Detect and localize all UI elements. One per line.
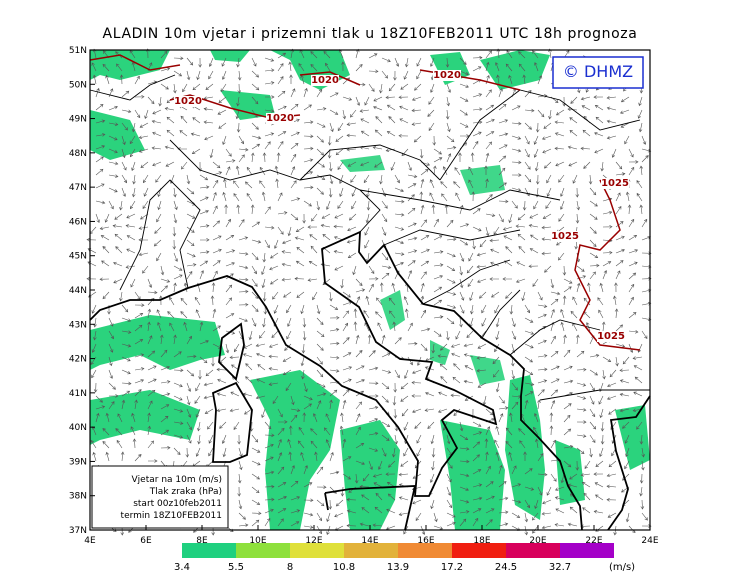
isobar-label-bg xyxy=(266,113,294,124)
lat-label: 37N xyxy=(69,526,87,536)
colorbar-swatch xyxy=(236,543,290,558)
isobar-label-bg xyxy=(597,331,625,342)
colorbar-swatch xyxy=(560,543,614,558)
lat-label: 51N xyxy=(69,46,87,56)
isobar-label-bg xyxy=(174,96,202,107)
lon-label: 14E xyxy=(361,536,378,546)
map-area: 1020 1020 1020 1020 1025 1025 1025 © DHMZ Vjet… xyxy=(86,48,652,536)
lat-label: 39N xyxy=(69,457,87,467)
lat-label: 50N xyxy=(69,80,87,90)
lon-label: 12E xyxy=(305,536,322,546)
coastline xyxy=(89,230,651,531)
colorbar-label: 5.5 xyxy=(228,562,244,573)
wind-area xyxy=(90,315,650,530)
isobar-label-bg xyxy=(433,70,461,81)
colorbar-label: 17.2 xyxy=(441,562,463,573)
lat-label: 46N xyxy=(69,217,87,227)
colorbar: 3.4 5.5 8 10.8 13.9 17.2 24.5 32.7 (m/s) xyxy=(174,543,635,573)
colorbar-label: 3.4 xyxy=(174,562,190,573)
info-lines: Vjetar na 10m (m/s) Tlak zraka (hPa) start… xyxy=(121,475,222,521)
wind-area xyxy=(340,155,505,385)
colorbar-swatch xyxy=(452,543,506,558)
lat-label: 48N xyxy=(69,149,87,159)
isobar xyxy=(89,54,641,351)
colorbar-swatch xyxy=(398,543,452,558)
isobar-label: 1025 xyxy=(551,231,579,242)
islands xyxy=(211,322,417,531)
lat-label: 47N xyxy=(69,183,87,193)
colorbar-swatch xyxy=(344,543,398,558)
isobar-label-bg xyxy=(551,231,579,242)
lat-label: 49N xyxy=(69,115,87,125)
colorbar-label: 8 xyxy=(287,562,293,573)
info-line: Vjetar na 10m (m/s) xyxy=(132,475,222,485)
info-box xyxy=(91,465,229,529)
copyright: © DHMZ xyxy=(563,62,633,81)
wind-area xyxy=(90,50,550,160)
colorbar-label: 10.8 xyxy=(333,562,355,573)
lat-label: 43N xyxy=(69,320,87,330)
lat-label: 38N xyxy=(69,492,87,502)
isobar-label: 1020 xyxy=(311,75,339,86)
colorbar-swatch xyxy=(506,543,560,558)
isobar-label: 1020 xyxy=(433,70,461,81)
colorbar-swatch xyxy=(290,543,344,558)
lat-label: 42N xyxy=(69,355,87,365)
wind-arrow-field xyxy=(86,48,652,536)
colorbar-label: 13.9 xyxy=(387,562,409,573)
isobar-label: 1025 xyxy=(597,331,625,342)
colorbar-unit: (m/s) xyxy=(609,562,635,573)
lat-label: 44N xyxy=(69,286,87,296)
colorbar-label: 24.5 xyxy=(495,562,517,573)
axes: 51N 50N 49N 48N 47N 46N 45N 44N 43N 42N 41N 40N 39N 3… xyxy=(69,46,659,546)
map-title: ALADIN 10m vjetar i prizemni tlak u 18Z1… xyxy=(103,26,638,42)
lon-label: 6E xyxy=(140,536,152,546)
lat-label: 40N xyxy=(69,423,87,433)
lon-label: 16E xyxy=(417,536,434,546)
lat-label: 41N xyxy=(69,389,87,399)
colorbar-swatch xyxy=(182,543,236,558)
lon-label: 10E xyxy=(249,536,266,546)
lat-label: 45N xyxy=(69,252,87,262)
lon-label: 22E xyxy=(585,536,602,546)
lon-label: 24E xyxy=(641,536,658,546)
colorbar-label: 32.7 xyxy=(549,562,571,573)
isobar-labels: 1020 1020 1020 1020 1025 1025 1025 xyxy=(174,70,629,342)
isobar-label-bg xyxy=(601,178,629,189)
copyright-box xyxy=(552,56,644,89)
borders xyxy=(89,74,650,401)
isobar-label: 1025 xyxy=(601,178,629,189)
lon-label: 18E xyxy=(473,536,490,546)
info-line: Tlak zraka (hPa) xyxy=(149,487,222,497)
lon-label: 4E xyxy=(84,536,96,546)
lon-label: 8E xyxy=(196,536,208,546)
wind-arrows xyxy=(86,48,652,536)
isobar-label-bg xyxy=(311,75,339,86)
isobar-label: 1020 xyxy=(174,96,202,107)
info-line: termin 18Z10FEB2011 xyxy=(121,511,222,521)
isobar-label: 1020 xyxy=(266,113,294,124)
lon-label: 20E xyxy=(529,536,546,546)
info-line: start 00z10feb2011 xyxy=(133,499,222,509)
